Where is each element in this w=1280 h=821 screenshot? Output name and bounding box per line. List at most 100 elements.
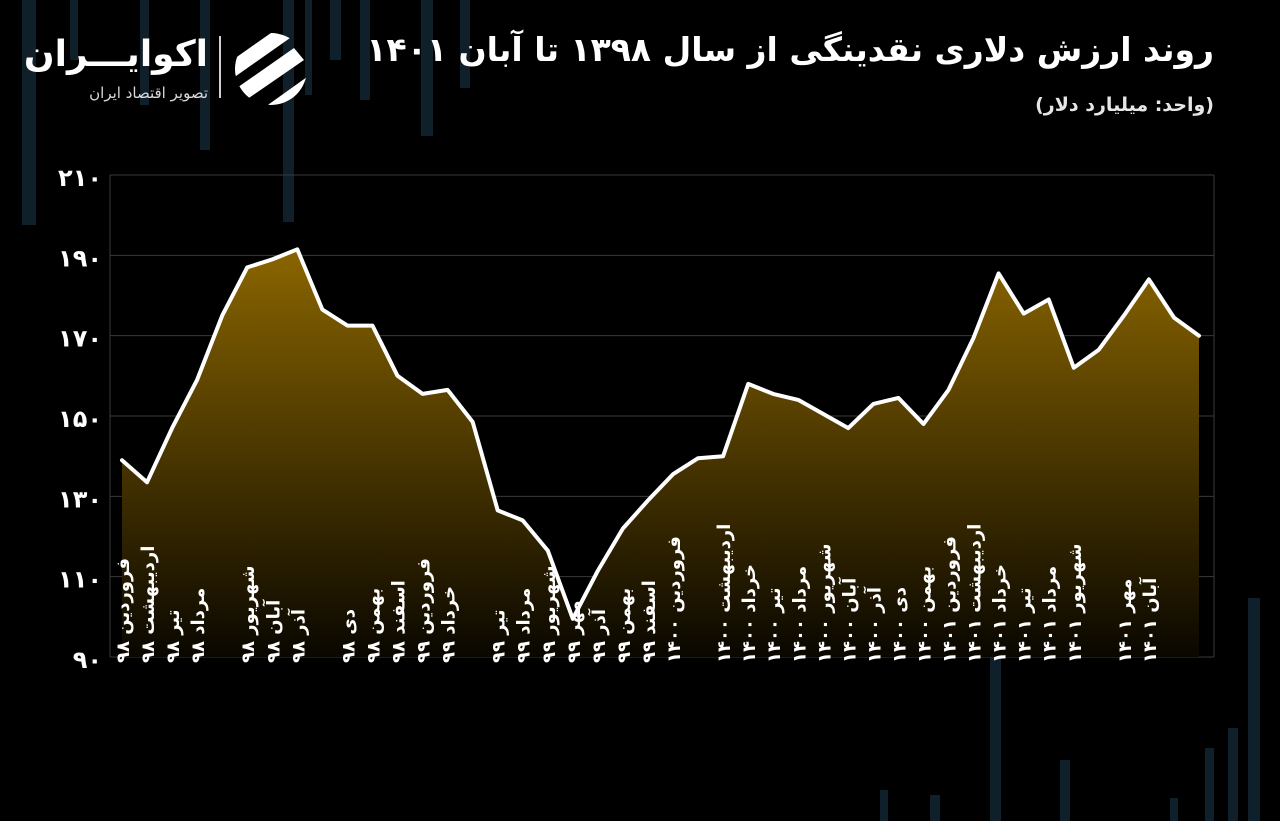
x-tick-label: بهمن ۹۸ <box>363 588 384 663</box>
background-bar <box>1170 798 1178 821</box>
data-point <box>747 382 750 386</box>
data-point <box>1172 316 1176 319</box>
data-point <box>120 459 124 462</box>
x-tick-label: دی ۱۴۰۰ <box>889 587 910 663</box>
data-point <box>721 455 725 458</box>
data-point <box>671 473 675 476</box>
background-bar <box>283 0 294 222</box>
series-line <box>120 247 1201 621</box>
y-tick-label: ۱۳۰ <box>58 485 102 513</box>
x-tick-label: خرداد ۱۴۰۱ <box>990 564 1011 663</box>
background-bar <box>360 0 370 100</box>
background-bar <box>1248 598 1260 821</box>
background-bar <box>140 0 149 105</box>
data-point <box>1022 312 1025 315</box>
background-bar <box>200 0 210 150</box>
x-tick-label: شهریور ۹۹ <box>539 566 560 663</box>
x-tick-label: خرداد ۱۴۰۰ <box>739 564 760 663</box>
data-point <box>822 412 825 416</box>
data-point <box>646 499 650 502</box>
x-tick-label: دی ۹۸ <box>338 609 359 663</box>
x-tick-label: تیر ۹۸ <box>163 609 184 663</box>
data-point <box>1147 278 1151 281</box>
x-tick-label: فروردین ۱۴۰۱ <box>940 536 961 663</box>
x-tick-label: خرداد ۹۹ <box>439 586 460 663</box>
data-point <box>521 519 524 522</box>
data-point <box>195 378 199 382</box>
x-tick-label: شهریور ۱۴۰۰ <box>814 544 835 663</box>
x-tick-label: اسفند ۹۸ <box>389 580 410 663</box>
data-point <box>446 388 449 392</box>
brand-subtitle: تصویر اقتصاد ایران <box>89 84 208 102</box>
data-point <box>246 266 249 269</box>
x-tick-label: شهریور ۹۸ <box>238 566 259 663</box>
data-point <box>997 272 1000 275</box>
line-layer <box>120 247 1201 621</box>
data-point <box>897 396 900 400</box>
data-point <box>1122 314 1126 317</box>
y-tick-label: ۹۰ <box>73 646 102 674</box>
data-point <box>346 324 349 327</box>
data-point <box>296 248 299 251</box>
data-point <box>170 426 174 430</box>
y-tick-label: ۱۷۰ <box>58 325 102 353</box>
x-tick-label: فروردین ۱۴۰۰ <box>664 536 685 663</box>
x-tick-label: مهر ۱۴۰۱ <box>1115 579 1136 663</box>
logo-separator <box>219 36 221 98</box>
data-point <box>1047 298 1050 301</box>
background-bar <box>1205 748 1214 821</box>
x-tick-label: مرداد ۱۴۰۱ <box>1040 566 1061 663</box>
background-bar <box>930 795 940 821</box>
x-tick-label: اسفند ۹۹ <box>639 580 660 663</box>
area-fill-layer <box>122 249 1199 658</box>
background-bar <box>330 0 341 60</box>
data-point <box>696 457 700 460</box>
background-bar <box>990 598 1001 821</box>
background-bar <box>421 0 433 136</box>
data-point <box>621 527 625 530</box>
y-tick-label: ۱۵۰ <box>58 405 102 433</box>
y-tick-label: ۱۱۰ <box>58 566 102 594</box>
x-tick-label: آذر ۹۹ <box>587 608 610 663</box>
y-axis-ticks: ۹۰ ۱۱۰ ۱۳۰ ۱۵۰ ۱۷۰ ۱۹۰ ۲۱۰ <box>58 164 102 674</box>
x-tick-label: اردیبهشت ۱۴۰۰ <box>714 524 735 663</box>
x-tick-label: تیر ۱۴۰۰ <box>764 587 785 663</box>
x-tick-label: آذر ۱۴۰۰ <box>862 586 885 663</box>
background-bar <box>1060 760 1070 821</box>
data-point <box>797 398 800 402</box>
data-point <box>571 617 574 620</box>
x-tick-label: مهر ۹۹ <box>564 601 585 663</box>
chart-title: روند ارزش دلاری نقدینگی از سال ۱۳۹۸ تا آ… <box>366 30 1214 69</box>
x-tick-label: اردیبهشت ۹۸ <box>138 546 159 663</box>
x-tick-label: شهریور ۱۴۰۱ <box>1065 544 1086 663</box>
data-point <box>471 420 474 424</box>
x-tick-label: تیر ۱۴۰۱ <box>1015 587 1036 663</box>
x-tick-label: آبان ۱۴۰۰ <box>837 577 860 663</box>
y-tick-label: ۱۹۰ <box>58 244 102 272</box>
chart-unit-label: (واحد: میلیارد دلار) <box>1035 94 1214 116</box>
x-tick-label: مرداد ۹۸ <box>188 588 209 663</box>
data-point <box>1197 334 1201 337</box>
x-tick-label: بهمن ۹۹ <box>614 588 635 663</box>
x-tick-label: مرداد ۹۹ <box>514 588 535 663</box>
data-point <box>221 314 224 317</box>
background-bar <box>1228 728 1238 821</box>
data-point <box>496 509 499 512</box>
background-bar <box>22 0 36 225</box>
data-point <box>371 324 374 327</box>
y-tick-label: ۲۱۰ <box>58 164 102 192</box>
data-point <box>396 374 399 377</box>
x-tick-label: مرداد ۱۴۰۰ <box>789 566 810 663</box>
ecoiran-logo-icon <box>235 33 307 105</box>
data-point <box>847 426 850 430</box>
x-tick-label: آبان ۹۸ <box>261 599 284 663</box>
x-tick-label: تیر ۹۹ <box>489 609 510 663</box>
series-area <box>122 249 1199 658</box>
data-point <box>145 481 149 484</box>
data-point <box>772 392 775 396</box>
data-point <box>421 392 424 396</box>
brand-logo: اکوایـــران تصویر اقتصاد ایران <box>23 30 318 110</box>
brand-name: اکوایـــران <box>23 34 208 75</box>
